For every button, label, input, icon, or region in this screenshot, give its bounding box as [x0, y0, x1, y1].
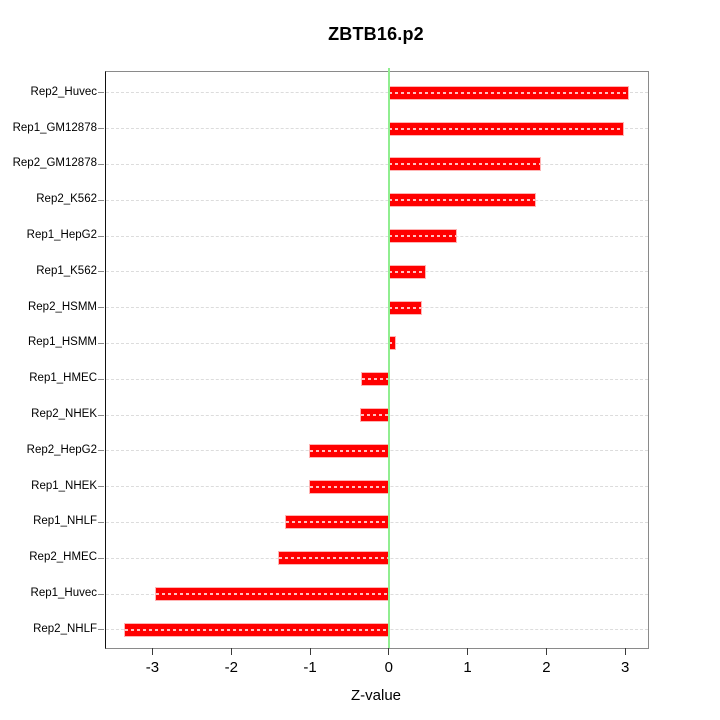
y-axis-label: Rep1_HepG2	[26, 229, 97, 241]
bar	[310, 444, 389, 457]
x-axis-title: Z-value	[350, 687, 402, 704]
bar	[361, 409, 389, 421]
x-tick-label: 0	[384, 659, 393, 676]
bar	[156, 588, 389, 600]
y-axis-label: Rep1_NHEK	[31, 479, 97, 492]
y-axis-tick	[98, 629, 104, 631]
grid-line	[106, 271, 648, 273]
y-axis-tick	[98, 163, 104, 165]
bar-gridline-overlay	[388, 91, 629, 94]
bar-gridline-overlay	[124, 628, 389, 631]
bar	[388, 86, 629, 99]
bar	[388, 337, 396, 350]
bar-gridline-overlay	[388, 342, 396, 345]
bar-gridline-overlay	[388, 235, 456, 237]
bar	[362, 373, 389, 386]
bar-gridline-overlay	[388, 199, 536, 202]
y-axis-tick	[98, 557, 104, 559]
y-axis-tick	[98, 199, 104, 201]
y-axis-label: Rep2_NHLF	[33, 622, 97, 635]
bar-gridline-overlay	[388, 306, 422, 309]
y-axis-tick	[98, 92, 104, 94]
x-axis-tick	[230, 648, 232, 655]
y-axis-label: Rep1_GM12878	[12, 121, 97, 134]
y-axis-tick	[98, 486, 104, 488]
bar	[124, 623, 389, 636]
bar-gridline-overlay	[279, 557, 389, 560]
x-axis-tick	[545, 648, 547, 655]
bar-gridline-overlay	[388, 163, 541, 166]
y-axis-tick	[98, 307, 104, 309]
x-axis-tick	[309, 648, 311, 655]
bar	[310, 480, 389, 493]
bar-gridline-overlay	[362, 378, 389, 381]
bar	[388, 230, 456, 242]
grid-line	[106, 128, 648, 130]
bar	[388, 265, 426, 278]
grid-line	[106, 92, 648, 94]
bar-gridline-overlay	[310, 449, 389, 452]
y-axis-label: Rep2_HSMM	[27, 300, 97, 313]
x-axis-tick	[624, 648, 626, 655]
bar-gridline-overlay	[286, 521, 389, 524]
x-tick-label: -3	[145, 659, 160, 676]
bar	[388, 194, 536, 207]
grid-line	[106, 163, 648, 165]
y-axis-tick	[98, 271, 104, 273]
x-axis-tick	[151, 648, 153, 655]
x-tick-label: 3	[620, 659, 630, 676]
grid-line	[106, 342, 648, 344]
bar-gridline-overlay	[388, 127, 623, 130]
y-axis-label: Rep1_NHLF	[33, 515, 97, 528]
y-axis-label: Rep2_K562	[36, 193, 97, 206]
y-axis-tick	[98, 378, 104, 380]
y-axis-label: Rep2_Huvec	[30, 85, 97, 98]
x-tick-label: -2	[224, 659, 238, 676]
x-tick-label: 2	[542, 659, 551, 676]
x-tick-label: 1	[463, 659, 472, 676]
bar	[388, 122, 623, 135]
bar-gridline-overlay	[310, 485, 389, 488]
y-axis-tick	[98, 450, 104, 452]
y-axis-label: Rep1_HSMM	[27, 336, 97, 349]
bar	[388, 301, 422, 314]
zero-line	[387, 68, 390, 648]
y-axis-label: Rep1_HMEC	[29, 372, 97, 385]
y-axis-tick	[98, 521, 104, 523]
x-axis-tick	[467, 648, 469, 655]
bar	[286, 516, 389, 529]
x-axis-tick	[388, 648, 390, 655]
y-axis-tick	[98, 342, 104, 344]
y-axis-tick	[98, 235, 104, 237]
bar	[388, 158, 541, 171]
y-axis-label: Rep2_HepG2	[26, 443, 97, 456]
y-axis-label: Rep2_GM12878	[12, 157, 97, 170]
plot-area	[98, 68, 649, 649]
y-axis-label: Rep2_HMEC	[29, 551, 97, 564]
grid-line	[106, 235, 648, 237]
grid-line	[106, 307, 648, 309]
chart-title: ZBTB16.p2	[328, 24, 424, 44]
bar-gridline-overlay	[388, 270, 426, 273]
y-axis-label: Rep1_Huvec	[30, 587, 97, 599]
bar	[279, 552, 389, 565]
bar-gridline-overlay	[361, 414, 389, 416]
grid-line	[106, 199, 648, 201]
y-axis-label: Rep1_K562	[36, 264, 97, 277]
bar-gridline-overlay	[156, 593, 389, 595]
x-tick-label: -1	[303, 659, 317, 676]
y-axis-tick	[98, 414, 104, 416]
y-axis-tick	[98, 128, 104, 130]
y-axis-tick	[98, 593, 104, 595]
y-axis-label: Rep2_NHEK	[31, 408, 97, 420]
